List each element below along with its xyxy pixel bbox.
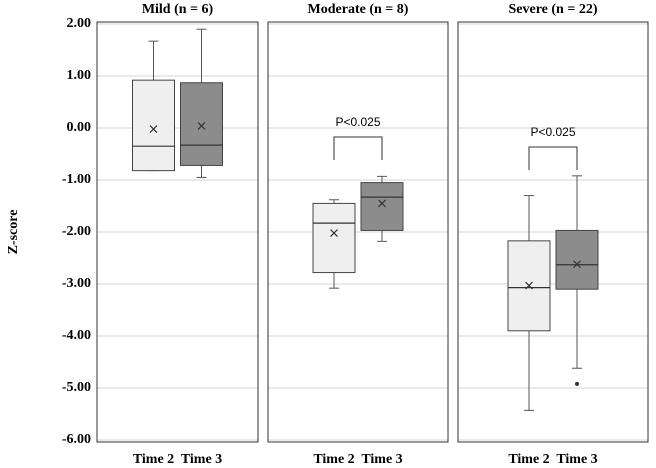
- significance-bracket: [333, 136, 383, 160]
- y-tick-label: -1.00: [62, 172, 91, 187]
- mean-marker: [330, 229, 338, 237]
- box: [180, 82, 223, 166]
- box: [360, 182, 404, 231]
- mean-marker: [573, 260, 581, 269]
- x-tick-label: Time 3: [361, 452, 402, 467]
- y-tick-label: 1.00: [67, 68, 92, 83]
- x-tick-label: Time 2: [133, 452, 174, 467]
- y-tick-label: 0.00: [67, 120, 92, 135]
- annotation: P<0.025: [335, 115, 380, 129]
- y-tick-label: -3.00: [62, 276, 91, 291]
- y-tick-label: -6.00: [62, 432, 91, 447]
- box: [132, 79, 175, 172]
- mean-marker: [525, 281, 533, 290]
- y-tick-label: -4.00: [62, 328, 91, 343]
- x-tick-label: Time 3: [181, 452, 222, 467]
- outlier: [575, 381, 579, 386]
- box: [312, 202, 356, 274]
- annotation: P<0.025: [530, 125, 575, 139]
- mean-marker: [149, 125, 158, 133]
- mean-marker: [378, 199, 386, 208]
- x-tick-label: Time 2: [313, 452, 354, 467]
- box: [555, 229, 599, 290]
- panel-title: Mild (n = 6): [142, 2, 214, 17]
- panel-title: Severe (n = 22): [509, 2, 598, 17]
- y-tick-label: -2.00: [62, 224, 91, 239]
- y-tick-label: -5.00: [62, 380, 91, 395]
- panel-frame: [96, 21, 259, 443]
- panel-frame: [267, 21, 449, 443]
- panel-frame: [457, 21, 649, 443]
- y-axis-label: Z-score: [6, 210, 21, 255]
- significance-bracket: [528, 146, 578, 170]
- x-tick-label: Time 3: [556, 452, 597, 467]
- panel-title: Moderate (n = 8): [308, 2, 409, 17]
- y-tick-label: 2.00: [67, 16, 92, 31]
- mean-marker: [197, 121, 206, 130]
- x-tick-label: Time 2: [508, 452, 549, 467]
